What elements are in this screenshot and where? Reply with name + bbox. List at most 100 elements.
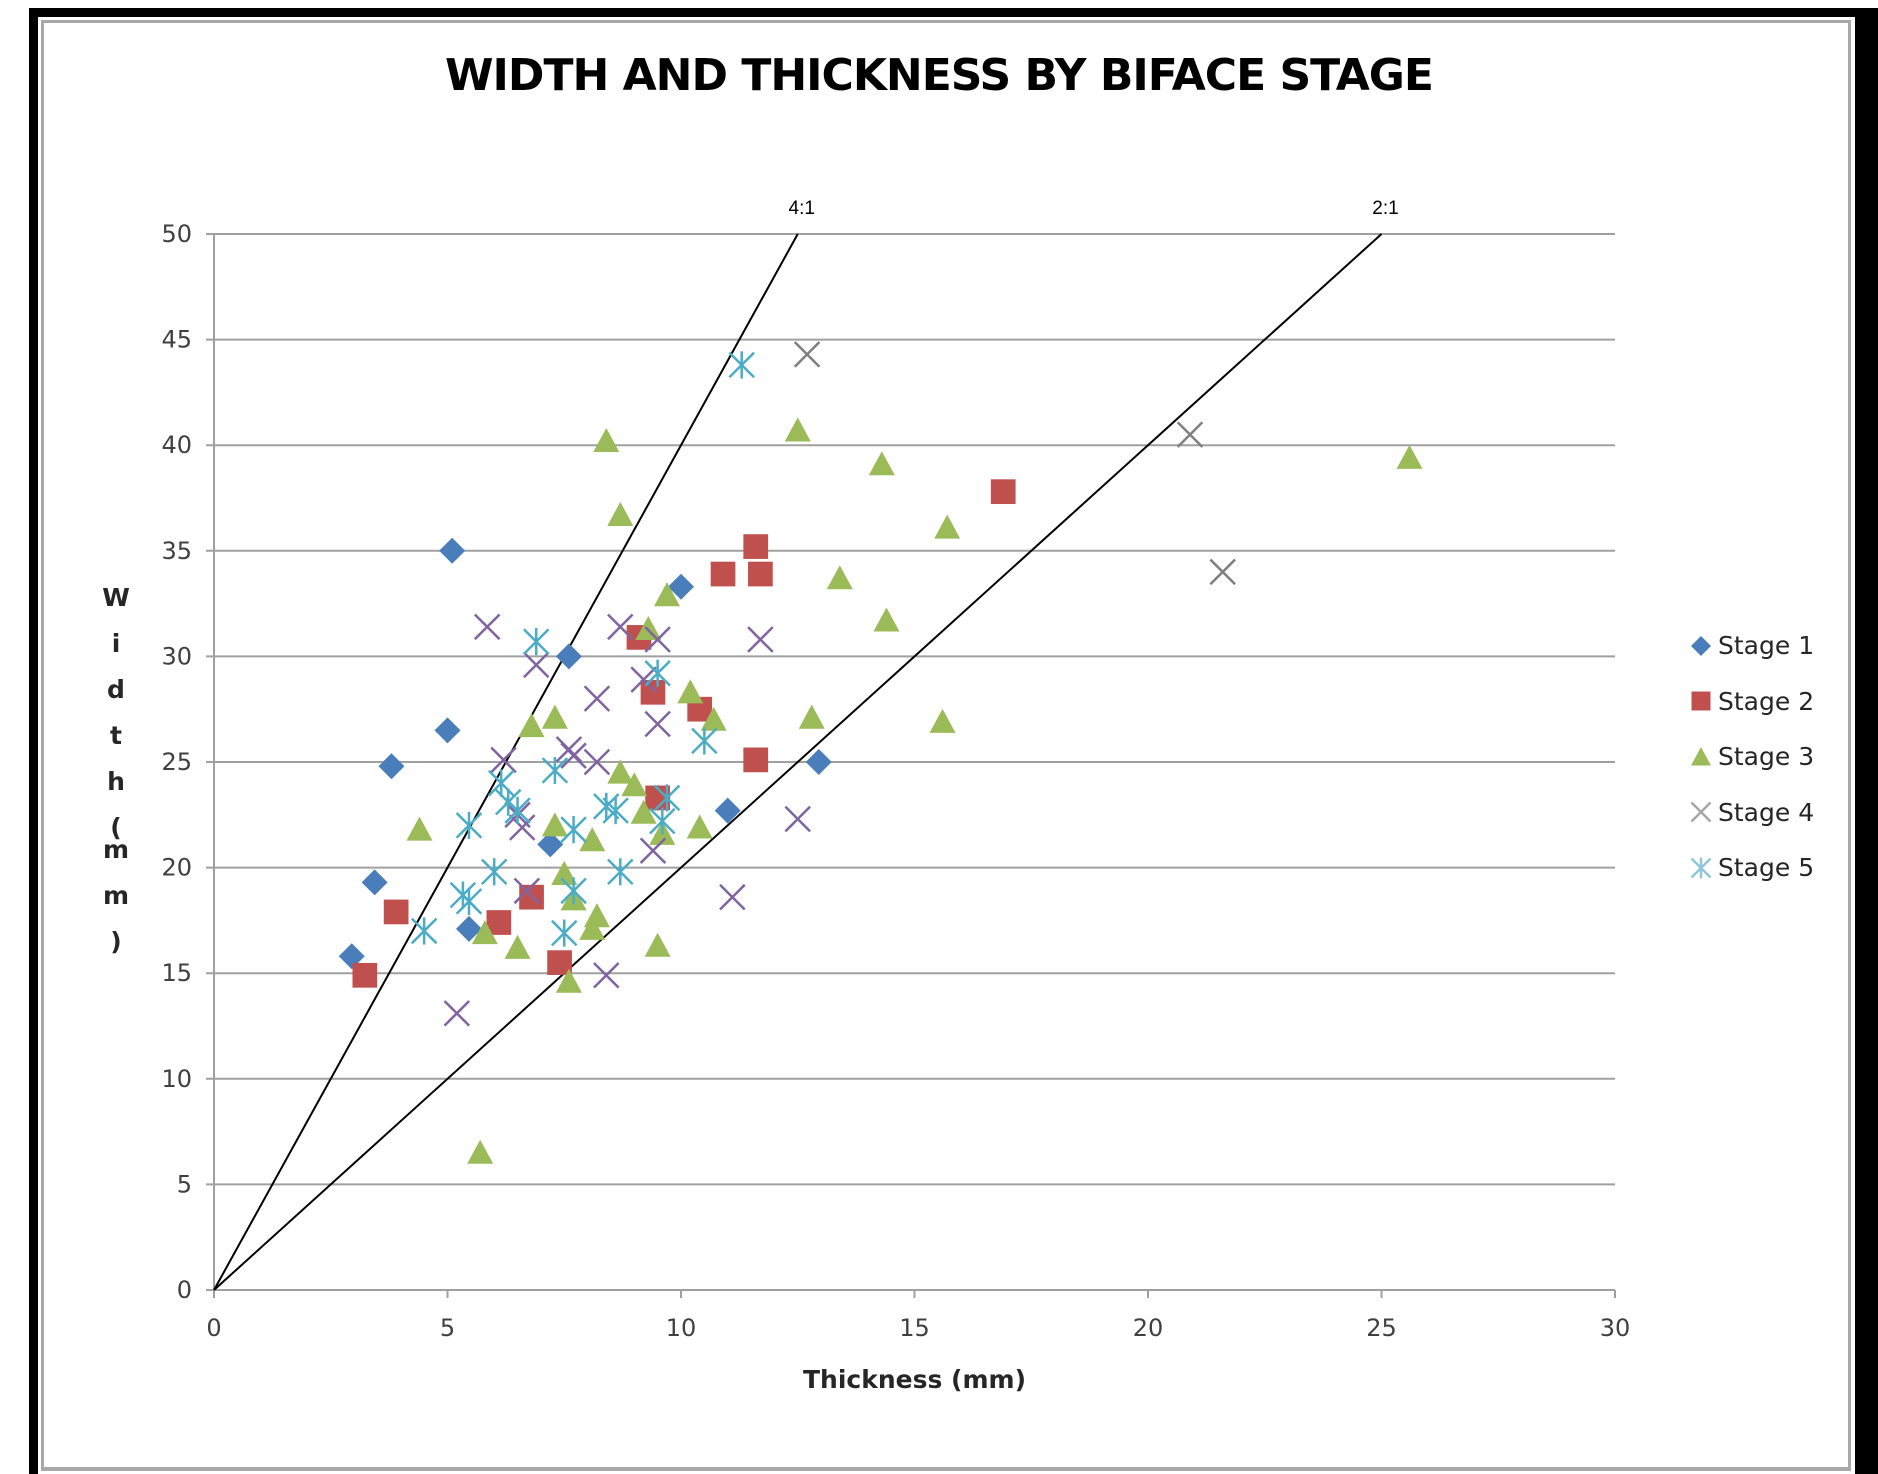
data-point [443,1000,471,1027]
data-point [668,573,694,600]
data-point [644,932,671,957]
data-point [805,749,832,775]
legend: Stage 1 Stage 2 Stage 3 Stage 4 Stage 5 [1688,618,1814,896]
data-point [537,831,564,858]
data-point [1176,421,1204,448]
legend-marker [1691,746,1711,766]
data-point [710,561,736,587]
x-tick-label: 5 [440,1314,455,1342]
reference-line-2-1 [213,233,1383,1291]
square-marker-icon [1691,691,1711,711]
data-point [338,943,365,970]
data-point [644,659,671,687]
data-point [602,796,629,825]
data-point [644,710,671,738]
data-point [607,613,634,641]
y-tick-label: 30 [161,642,192,670]
series-stage-5 [410,351,755,947]
data-point [560,742,587,769]
data-point [653,582,680,607]
data-point [593,427,620,453]
legend-label: Stage 5 [1718,853,1815,883]
data-point [868,451,895,476]
data-point [793,341,821,368]
data-point [406,816,433,841]
legend-item: Stage 1 [1688,618,1814,674]
data-point [508,814,536,841]
y-tick-label: 5 [177,1170,192,1198]
y-tick-label: 45 [161,326,192,354]
data-point [873,607,900,632]
data-point [686,814,713,839]
data-point [630,666,657,693]
data-point [640,679,666,705]
data-point [555,643,582,670]
y-tick-label: 20 [161,854,192,882]
data-point [583,748,611,776]
data-point [522,628,550,656]
reference-lines: 4:1 2:1 [213,198,1399,1291]
data-point [504,934,531,959]
data-point [352,962,378,988]
data-point [541,756,569,785]
data-point [467,1139,494,1164]
y-tick-label: 25 [161,748,192,776]
data-point [743,747,769,773]
data-points [338,341,1423,1164]
legend-label: Stage 2 [1718,686,1815,716]
y-tick-label: 40 [161,431,192,459]
axes [206,234,1616,1298]
data-point [551,919,578,947]
x-tick-label: 10 [666,1314,697,1342]
data-point [434,717,461,744]
data-point [728,351,755,379]
chart-title: WIDTH AND THICKNESS BY BIFACE STAGE [445,50,1434,101]
data-point [714,797,741,824]
data-point [490,746,517,774]
x-tick-label: 25 [1366,1314,1397,1342]
gridlines [206,233,1615,1186]
data-point [487,769,515,797]
data-point [1396,444,1423,469]
legend-label: Stage 4 [1718,797,1815,827]
data-point [383,899,409,925]
data-point [455,915,482,942]
data-point [522,651,550,679]
data-point [486,910,512,935]
diamond-marker-icon [1691,635,1711,656]
legend-marker [1691,635,1711,656]
series-stage-1 [338,537,832,970]
x-tick-label: 0 [206,1314,221,1342]
data-point [748,561,773,587]
legend-item: Stage 2 [1688,674,1814,730]
data-point [513,877,541,905]
triangle-marker-icon [1691,746,1711,766]
data-point [455,887,483,915]
data-point [504,796,531,825]
legend-marker [1691,691,1711,711]
y-tick-label: 10 [161,1065,192,1093]
data-point [560,815,587,844]
y-tick-label: 35 [161,537,192,565]
series-stage-3 [406,417,1423,1164]
data-point [555,968,582,993]
data-point [361,869,388,896]
data-point [784,417,811,442]
data-point [455,811,483,839]
data-point [473,613,501,641]
data-point [639,837,667,864]
data-point [541,812,568,837]
data-point [990,479,1016,505]
data-point [635,615,662,640]
legend-item: Stage 3 [1688,729,1814,785]
data-point [743,534,769,559]
x-tick-label: 30 [1600,1314,1631,1342]
legend-marker [1690,857,1712,879]
reference-line-label: 4:1 [789,198,815,219]
data-point [719,883,746,911]
data-point [378,753,405,780]
data-point [410,917,438,945]
data-point [934,514,961,539]
